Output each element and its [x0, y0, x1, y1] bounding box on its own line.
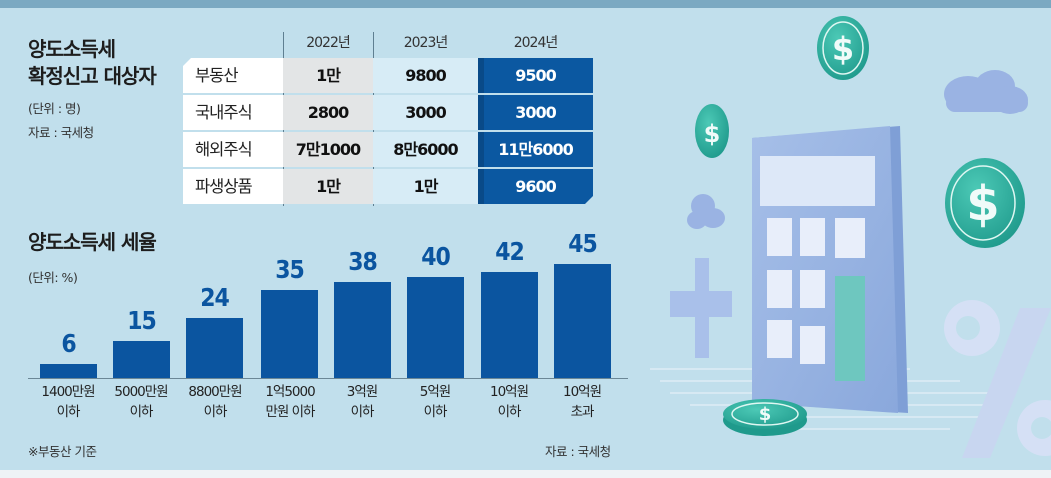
calculator-icon — [752, 126, 908, 413]
svg-text:$: $ — [704, 120, 721, 148]
x-label-line: 이하 — [56, 404, 81, 420]
x-label-line: 이하 — [423, 404, 448, 420]
bar-2 — [113, 341, 170, 378]
x-label-4: 1억5000 만원 이하 — [250, 382, 330, 422]
cell-2024: 9500 — [478, 58, 593, 93]
dollar-coin-icon: $ — [817, 16, 869, 80]
x-label-line: 10억원 — [489, 384, 529, 400]
bar-value-4: 35 — [275, 256, 305, 285]
bar-6 — [407, 277, 464, 378]
column-header-2022: 2022년 — [306, 35, 351, 51]
bar-value-7: 42 — [495, 238, 525, 267]
cell-2023: 9800 — [373, 58, 478, 93]
chart-unit: (단위: %) — [28, 270, 78, 285]
x-label-line: 1400만원 — [41, 384, 95, 400]
row-label: 부동산 — [183, 58, 283, 93]
bar-4 — [261, 290, 318, 378]
cell-2023: 1만 — [373, 169, 478, 204]
cell-2023: 8만6000 — [373, 132, 478, 167]
table-title-line2: 확정신고 대상자 — [28, 64, 157, 88]
cell-2024: 9600 — [478, 169, 593, 204]
x-label-line: 이하 — [203, 404, 228, 420]
chart-title: 양도소득세 세율 — [28, 230, 157, 254]
plus-icon — [670, 258, 732, 358]
column-header-2023: 2023년 — [403, 35, 449, 51]
table-row-domestic-stocks: 국내주식 2800 3000 3000 — [183, 95, 608, 132]
x-label-line: 이하 — [129, 404, 154, 420]
row-label: 국내주식 — [183, 95, 283, 130]
calculator-illustration: $ $ $ $ — [650, 16, 1051, 458]
x-label-line: 5억원 — [419, 384, 451, 400]
dollar-coin-icon: $ — [723, 399, 807, 436]
bar-7 — [481, 272, 538, 378]
dollar-coin-icon: $ — [695, 104, 729, 158]
x-label-line: 5000만원 — [114, 384, 168, 400]
cloud-icon — [687, 194, 725, 229]
x-label-line: 1억5000 — [265, 384, 315, 400]
percent-icon — [944, 300, 1051, 458]
x-label-line: 3억원 — [346, 384, 378, 400]
cell-2024: 11만6000 — [478, 132, 593, 167]
x-label-line: 초과 — [570, 404, 595, 420]
column-header-2024: 2024년 — [513, 35, 559, 51]
cell-2022: 7만1000 — [283, 132, 373, 167]
top-banner-strip — [0, 0, 1051, 8]
x-label-line: 8800만원 — [188, 384, 242, 400]
table-row-real-estate: 부동산 1만 9800 9500 — [183, 58, 608, 95]
chart-source: 자료 : 국세청 — [545, 444, 611, 459]
x-label-line: 이하 — [497, 404, 522, 420]
bottom-strip — [0, 470, 1051, 478]
cell-2024: 3000 — [478, 95, 593, 130]
table-row-foreign-stocks: 해외주식 7만1000 8만6000 11만6000 — [183, 132, 608, 169]
bar-value-6: 40 — [421, 243, 451, 272]
svg-text:$: $ — [759, 404, 772, 425]
cell-2022: 1만 — [283, 58, 373, 93]
bar-value-5: 38 — [348, 248, 378, 277]
table-source: 자료 : 국세청 — [28, 125, 94, 140]
cell-2022: 1만 — [283, 169, 373, 204]
x-label-line: 이하 — [350, 404, 375, 420]
svg-text:$: $ — [966, 176, 999, 232]
bar-1 — [40, 364, 97, 378]
bar-value-1: 6 — [61, 330, 76, 359]
cell-2022: 2800 — [283, 95, 373, 130]
bar-value-3: 24 — [200, 284, 230, 313]
table-title-line1: 양도소득세 — [28, 37, 116, 61]
bar-3 — [186, 318, 243, 378]
row-label: 해외주식 — [183, 132, 283, 167]
bar-value-2: 15 — [127, 307, 157, 336]
row-label: 파생상품 — [183, 169, 283, 204]
x-label-line: 10억원 — [562, 384, 602, 400]
bar-8 — [554, 264, 611, 378]
x-label-line: 만원 이하 — [265, 404, 316, 420]
cell-2023: 3000 — [373, 95, 478, 130]
table-unit: (단위 : 명) — [28, 101, 81, 116]
x-axis-line — [28, 378, 628, 379]
table-row-derivatives: 파생상품 1만 1만 9600 — [183, 169, 608, 206]
bar-value-8: 45 — [568, 230, 598, 259]
chart-footnote: ※부동산 기준 — [28, 444, 97, 459]
dollar-coin-icon: $ — [945, 158, 1025, 248]
bar-5 — [334, 282, 391, 378]
cloud-icon — [944, 70, 1028, 114]
svg-text:$: $ — [832, 30, 854, 68]
